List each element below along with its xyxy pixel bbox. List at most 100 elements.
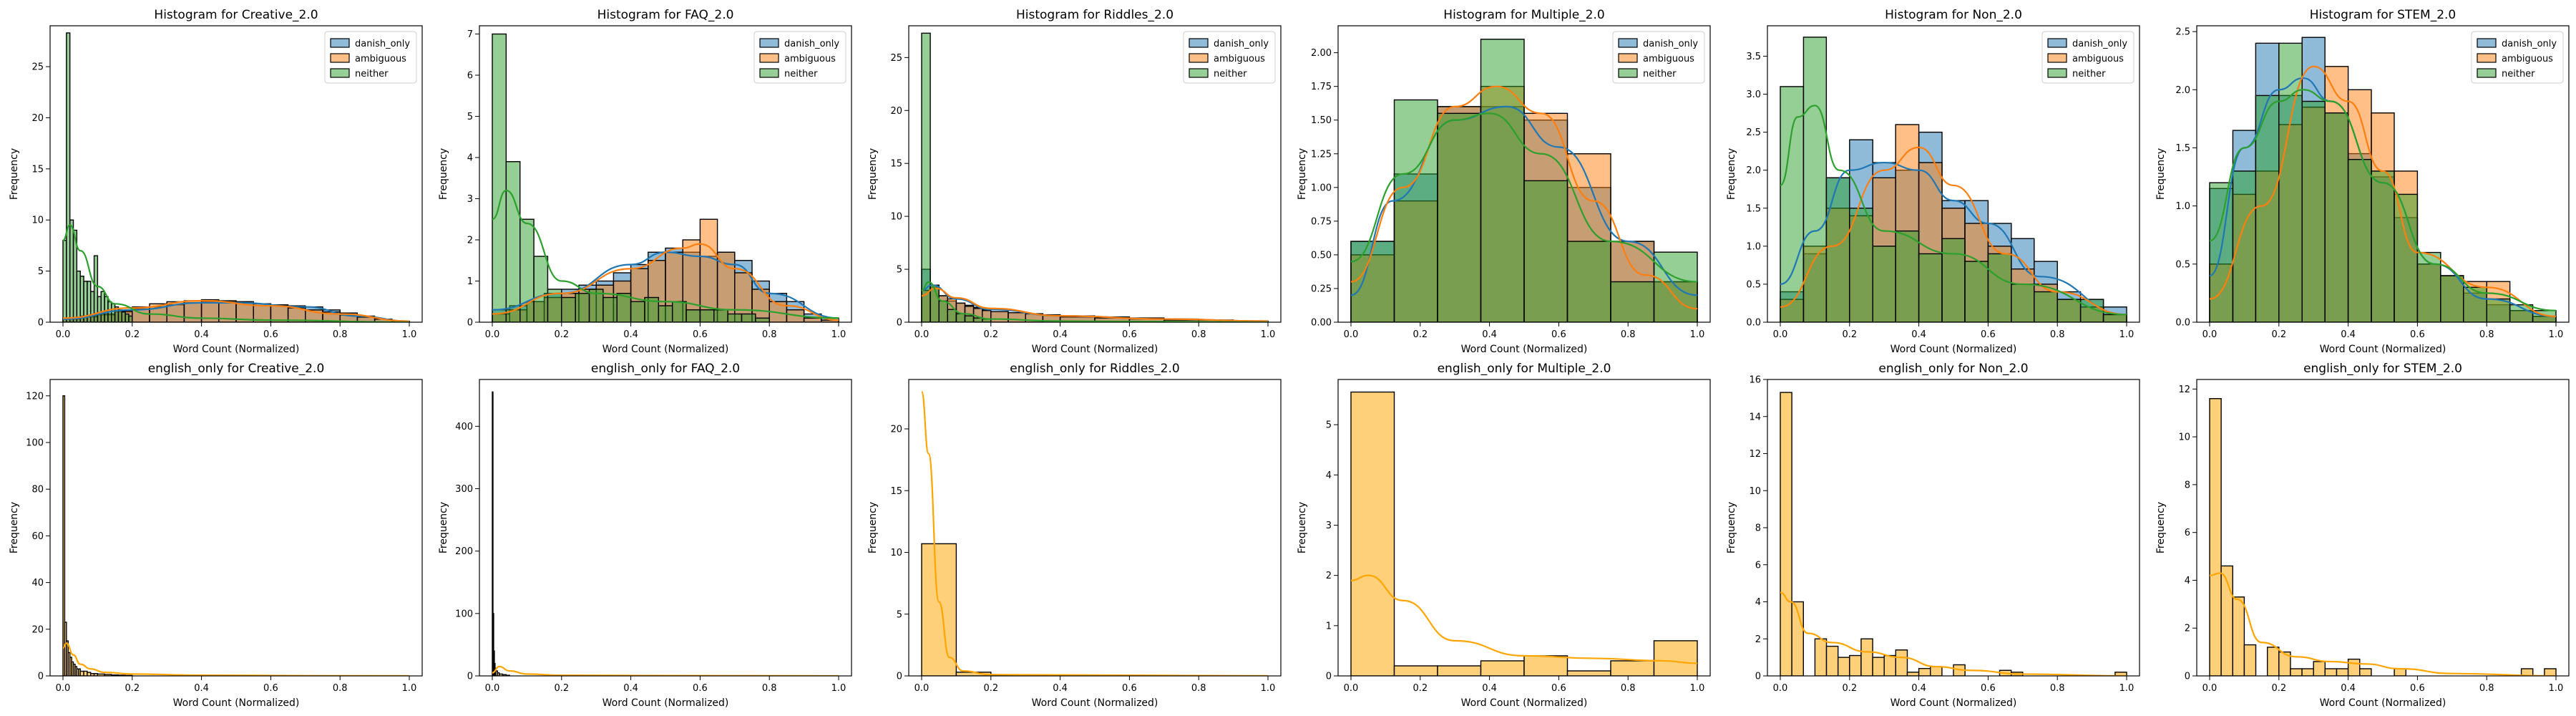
- x-tick-label: 0.4: [1053, 329, 1068, 340]
- y-tick-label: 1.5: [1746, 203, 1761, 214]
- bar-english_only-2: [2232, 596, 2245, 676]
- bar-english_only-0: [492, 391, 494, 676]
- series-neither: [62, 32, 133, 322]
- y-tick-label: 10: [890, 548, 902, 558]
- x-tick-label: 1.0: [831, 683, 847, 694]
- bar-neither-19: [128, 315, 133, 322]
- chart-panel-9: 0.0 0.2 0.4 0.6 0.8 1.0 0 1 2 3 4 5 english_only for…: [1297, 362, 1711, 709]
- y-axis-label: Frequency: [9, 502, 20, 553]
- series-english_only: [1780, 392, 2127, 676]
- chart-title: english_only for FAQ_2.0: [591, 362, 740, 376]
- bar-neither-0: [1780, 86, 1805, 322]
- y-tick-label: 8: [1755, 523, 1761, 534]
- bar-english_only-12: [1918, 667, 1931, 676]
- bar-neither-10: [97, 296, 102, 322]
- y-tick-label: 0: [38, 318, 44, 329]
- y-tick-label: 3.0: [1746, 90, 1761, 100]
- x-tick-label: 0.2: [1842, 329, 1857, 340]
- y-tick-label: 80: [31, 485, 44, 495]
- legend-swatch-ambiguous: [1618, 53, 1638, 63]
- y-tick-label: 2.0: [2175, 85, 2190, 96]
- y-tick-label: 3.5: [1746, 52, 1761, 62]
- chart-panel-3: 0.0 0.2 0.4 0.6 0.8 1.0 0.00 0.25 0.50 0.75 1.00 1.…: [1297, 8, 1711, 355]
- bar-english_only-3: [1814, 638, 1828, 676]
- y-tick-label: 1.0: [1746, 241, 1761, 252]
- chart-panel-8: 0.0 0.2 0.4 0.6 0.8 1.0 0 5 10 15 20 english_only f…: [867, 362, 1282, 709]
- chart-panel-1: 0.0 0.2 0.4 0.6 0.8 1.0 0 1 2 3 4 5 6 7 Histogram for …: [438, 8, 852, 355]
- x-tick-label: 0.2: [983, 683, 998, 694]
- x-tick-label: 0.6: [1981, 683, 1996, 694]
- y-tick-label: 1.0: [2175, 201, 2190, 212]
- x-tick-label: 1.0: [831, 329, 847, 340]
- bar-english_only-7: [1860, 638, 1873, 676]
- legend-label-ambiguous: ambiguous: [355, 54, 406, 64]
- y-tick-label: 0: [38, 672, 44, 682]
- bar-english_only-0: [62, 395, 66, 676]
- x-axis-label: Word Count (Normalized): [173, 697, 300, 709]
- x-axis-label: Word Count (Normalized): [1032, 697, 1158, 709]
- bar-english_only-5: [2266, 647, 2280, 676]
- kde-line-ambiguous: [1780, 146, 2127, 316]
- bar-english_only-7: [1653, 640, 1698, 676]
- axes-frame: [1767, 25, 2140, 323]
- y-tick-label: 1.50: [1311, 115, 1332, 126]
- y-tick-label: 2: [1326, 571, 1332, 581]
- chart-title: english_only for Creative_2.0: [148, 362, 325, 376]
- y-tick-label: 0: [897, 318, 902, 329]
- kde-line-danish_only: [1780, 161, 2127, 316]
- x-tick-label: 0.2: [554, 683, 569, 694]
- bar-english_only-0: [1350, 391, 1395, 676]
- x-tick-label: 1.0: [2119, 329, 2135, 340]
- y-tick-label: 0: [897, 672, 902, 682]
- kde-line-english_only: [1780, 591, 2127, 676]
- y-tick-label: 16: [1749, 375, 1761, 386]
- chart-panel-11: 0.0 0.2 0.4 0.6 0.8 1.0 0 2 4 6 8 10 12 english_only …: [2155, 362, 2570, 709]
- y-tick-label: 25: [890, 53, 902, 64]
- kde-line-neither: [921, 281, 1269, 322]
- bar-neither-10: [630, 301, 645, 322]
- series-english_only: [2209, 398, 2557, 676]
- y-tick-label: 5: [897, 609, 902, 620]
- y-tick-label: 1: [1326, 621, 1332, 632]
- bar-neither-16: [117, 309, 122, 322]
- x-tick-label: 1.0: [402, 329, 417, 340]
- x-tick-label: 0.2: [1842, 683, 1857, 694]
- bar-neither-2: [1825, 177, 1850, 322]
- bar-neither-3: [1849, 208, 1873, 322]
- y-tick-label: 6: [1755, 560, 1761, 571]
- legend: danish_only ambiguous neither: [1183, 31, 1276, 84]
- x-tick-label: 1.0: [2549, 683, 2564, 694]
- x-tick-label: 0.0: [56, 329, 71, 340]
- x-tick-label: 0.2: [1413, 329, 1428, 340]
- y-tick-label: 0: [467, 672, 473, 682]
- legend-swatch-ambiguous: [330, 53, 350, 63]
- y-tick-label: 7: [467, 29, 473, 40]
- axes-frame: [908, 25, 1282, 323]
- bar-english_only-4: [1523, 655, 1568, 676]
- bar-english_only-29: [2114, 672, 2127, 676]
- series-english_only: [492, 391, 510, 676]
- x-tick-label: 0.0: [1773, 329, 1788, 340]
- bar-english_only-11: [2336, 668, 2349, 676]
- x-tick-label: 0.2: [983, 329, 998, 340]
- bar-english_only-10: [79, 670, 84, 676]
- series-english_only: [1350, 391, 1698, 676]
- y-tick-label: 15: [890, 486, 902, 497]
- bar-english_only-29: [2544, 668, 2557, 676]
- x-tick-label: 1.0: [1690, 683, 1705, 694]
- bar-english_only-7: [2290, 668, 2303, 676]
- legend-swatch-danish_only: [759, 38, 779, 48]
- y-tick-label: 10: [1749, 486, 1761, 497]
- x-tick-label: 0.6: [263, 683, 278, 694]
- bar-english_only-10: [2324, 668, 2338, 676]
- bar-neither-11: [100, 291, 105, 322]
- bar-neither-7: [2371, 170, 2395, 322]
- y-tick-label: 40: [31, 578, 44, 589]
- plot-area: [492, 33, 839, 322]
- legend-label-neither: neither: [1214, 69, 1247, 79]
- legend-swatch-ambiguous: [2047, 53, 2067, 63]
- bar-neither-12: [104, 296, 109, 322]
- x-tick-label: 0.8: [2479, 683, 2494, 694]
- legend-swatch-neither: [2047, 68, 2067, 78]
- y-tick-label: 4: [467, 153, 473, 164]
